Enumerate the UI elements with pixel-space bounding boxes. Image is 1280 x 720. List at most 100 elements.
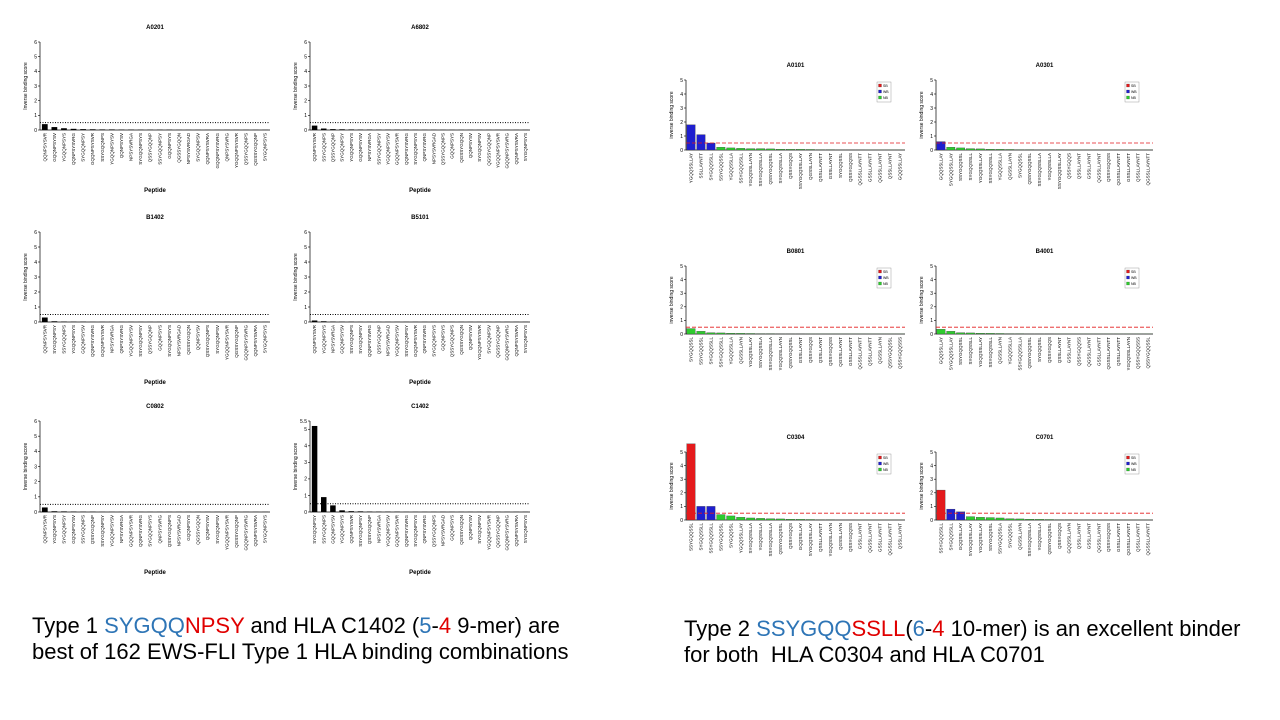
x-tick-label: QSSYGQQSSL [768, 153, 773, 185]
x-tick-label: SYGQQSSLL [698, 523, 703, 551]
x-tick-label: QSSLLAYNTT [818, 153, 823, 182]
y-tick-label: 4 [930, 92, 933, 98]
x-tick-label: QSSYGQQNPS [431, 515, 436, 547]
bar-chart: B5101 Inverse binding score 0 1 2 3 4 5 6 QQNPSYS… [293, 215, 530, 386]
x-tick-label: SYGQQNPSV [477, 133, 482, 162]
bar [1025, 519, 1035, 521]
x-tick-label: SSYGQQSSL [958, 153, 963, 182]
x-tick-label: QGSSLLAYN [878, 337, 883, 364]
y-tick-label: 5 [680, 264, 683, 270]
x-tick-label: QGSSYGQQNP [486, 133, 491, 166]
x-tick-label: SYGQQNPSV [215, 325, 220, 354]
x-tick-label: GQQNPSYSV [358, 133, 363, 162]
legend-swatch [878, 269, 882, 274]
y-tick-label: 5.5 [300, 419, 307, 425]
bar [348, 511, 354, 512]
bar [766, 148, 775, 151]
x-tick-label: QSSYGQQS [1047, 337, 1052, 363]
bar [321, 321, 327, 322]
x-tick-label: QQNPSYSVR [349, 514, 354, 543]
chart-title: B4001 [1036, 249, 1054, 255]
x-tick-label: QNPSYSVRG [422, 133, 427, 162]
x-tick-label: QGSSYGQQN [196, 515, 201, 545]
x-tick-label: GQQNPSYSVR [413, 324, 418, 357]
caption-text: 9-mer) are best of 162 EWS-FLI Type 1 HL… [32, 613, 569, 664]
x-tick-label: YGQQSSLLA [1047, 153, 1052, 181]
legend-label: NB [1131, 468, 1137, 472]
x-tick-label: NPSYSVRGAD [385, 324, 390, 356]
x-tick-label: QQNPSYSV [196, 325, 201, 350]
x-tick-label: QSSYGQQSSL [788, 337, 793, 369]
y-tick-label: 0 [680, 332, 683, 338]
caption-text: NPSY [184, 613, 245, 638]
x-tick-label: SSYGQQSSLLAY [1057, 153, 1062, 189]
y-tick-label: 5 [34, 54, 37, 60]
legend-swatch [878, 467, 882, 472]
legend-swatch [1126, 467, 1130, 472]
x-tick-label: SYGQQNPSY [312, 515, 317, 544]
x-tick-label: YGQQNPSYSV [395, 325, 400, 357]
bar [311, 320, 318, 322]
y-tick-label: 4 [680, 277, 683, 283]
x-tick-label: GQQNPSYSVR [100, 324, 105, 357]
x-tick-label: QQNPSYSVR [42, 514, 47, 543]
y-tick-label: 1 [304, 305, 307, 311]
x-tick-label: SSYGQQSSL [688, 523, 693, 552]
y-tick-label: 5 [680, 450, 683, 456]
bar [786, 519, 795, 521]
x-tick-label: QSSYGQQS [788, 153, 793, 179]
x-tick-label: SSYGQQSSLL [708, 523, 713, 554]
legend-label: SB [1131, 270, 1136, 274]
y-tick-label: 0 [34, 510, 37, 516]
bar [686, 443, 696, 521]
y-axis-label: Inverse binding score [293, 253, 299, 301]
x-axis-label: Peptide [409, 380, 431, 386]
bar [995, 517, 1005, 521]
bar [956, 511, 966, 521]
y-tick-label: 2 [34, 98, 37, 104]
bar [966, 516, 975, 521]
legend-swatch [878, 455, 882, 460]
x-tick-label: QGSSLLAYNTT [1106, 337, 1111, 370]
x-tick-label: QSSYGQQSSL [1146, 337, 1151, 369]
bar [348, 129, 354, 130]
x-tick-label: GSSLLAYNT [1086, 153, 1091, 179]
x-tick-label: QQNPSYSVRA [514, 325, 519, 357]
y-tick-label: 1 [680, 318, 683, 324]
y-tick-label: 1 [680, 504, 683, 510]
x-tick-label: GQQNPSYSV [52, 133, 57, 162]
y-tick-label: 0 [304, 128, 307, 134]
legend-swatch [1126, 461, 1130, 466]
legend-label: NB [883, 282, 889, 286]
x-tick-label: QGSSLLAYNT [1096, 523, 1101, 553]
bar [61, 511, 67, 512]
x-tick-label: SYGQQNPSYS [148, 515, 153, 547]
bar [1035, 519, 1044, 521]
x-tick-label: SSYGQQSSLL [988, 337, 993, 368]
legend-label: SB [883, 270, 888, 274]
y-tick-label: 5 [34, 434, 37, 440]
bar [109, 129, 115, 130]
x-tick-label: QQNPSYSVRG [404, 133, 409, 166]
x-tick-label: GQQNPSYSVRG [505, 325, 510, 361]
legend-swatch [878, 83, 882, 88]
x-tick-label: QQNPSYSV [468, 325, 473, 350]
x-tick-label: QSSYGQQSS [1106, 523, 1111, 552]
y-tick-label: 6 [304, 40, 307, 46]
x-tick-label: QSSYGQQNPS [244, 133, 249, 165]
x-tick-label: QSSYGQQNPS [440, 133, 445, 165]
x-tick-label: SSYGQQSSLLA [1017, 337, 1022, 371]
x-tick-label: QGSSYGQQN [459, 133, 464, 163]
legend-swatch [878, 89, 882, 94]
legend-label: NB [883, 468, 889, 472]
chart-title: C0304 [787, 435, 805, 441]
x-tick-label: QGSSLLAYN [738, 337, 743, 364]
x-tick-label: SYGQQSSLLA [778, 153, 783, 184]
legend-label: WB [1131, 462, 1137, 466]
y-tick-label: 1 [304, 113, 307, 119]
x-tick-label: QGSSYGQQNP [234, 515, 239, 548]
chart-title: C0802 [146, 404, 164, 410]
x-tick-label: SYGQQSSLLAY [948, 153, 953, 186]
x-tick-label: QNPSYSVRG [119, 325, 124, 354]
x-tick-label: SYGQQSSLL [948, 523, 953, 551]
